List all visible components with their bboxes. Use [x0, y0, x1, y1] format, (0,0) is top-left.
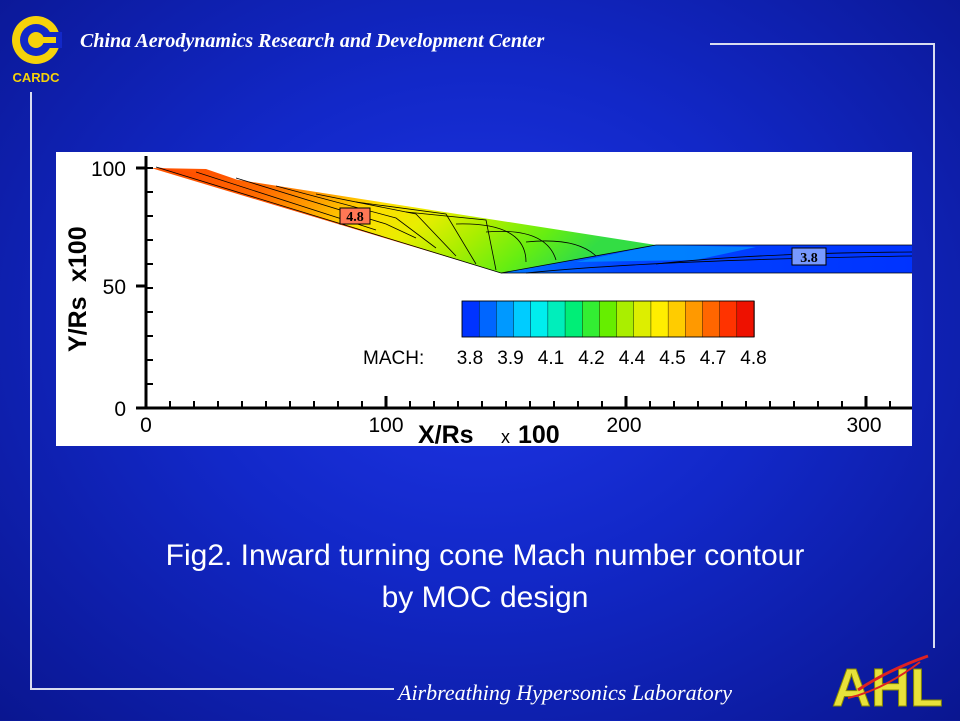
legend-swatch — [547, 300, 566, 338]
x-axis-multiplier-value: 100 — [518, 421, 560, 446]
annotation-high: 4.8 — [339, 207, 371, 225]
legend-value: 3.8 — [457, 348, 483, 369]
y-tick-100: 100 — [91, 158, 126, 181]
legend-values: 3.8 3.9 4.1 4.2 4.4 4.5 4.7 4.8 — [457, 348, 767, 369]
mach-contour-figure: 4.8 3.8 MACH: 3.8 3.9 4.1 4.2 4.4 4.5 4.7 4.8 1… — [56, 152, 912, 446]
legend-swatch — [616, 300, 635, 338]
ahl-logo: AHL — [828, 650, 948, 719]
x-tick-300: 300 — [846, 414, 881, 437]
legend-value: 4.1 — [538, 348, 564, 369]
legend-value: 4.2 — [578, 348, 604, 369]
legend-swatch — [702, 300, 721, 338]
legend-swatch — [478, 300, 498, 338]
legend-swatch — [719, 300, 738, 338]
header-title: China Aerodynamics Research and Developm… — [80, 30, 545, 52]
figure-caption: Fig2. Inward turning cone Mach number co… — [60, 535, 910, 619]
y-axis-title: Y/Rs x100 — [64, 226, 92, 352]
legend-value: 3.9 — [497, 348, 523, 369]
contour-field — [151, 166, 912, 274]
frame-left-line — [30, 92, 32, 688]
frame-right-line — [933, 43, 935, 648]
legend-swatch — [513, 300, 532, 338]
cardc-logo: CARDC — [6, 10, 68, 90]
annotation-low: 3.8 — [791, 247, 827, 266]
frame-top-line — [710, 43, 935, 45]
legend-value: 4.8 — [740, 348, 766, 369]
x-axis-label: X/Rs — [418, 421, 474, 446]
legend-swatch — [736, 300, 755, 338]
ahl-logo-text: AHL — [832, 658, 943, 716]
y-tick-50: 50 — [103, 276, 126, 299]
legend-swatch — [564, 300, 583, 338]
footer-title: Airbreathing Hypersonics Laboratory — [398, 680, 733, 705]
legend-swatch — [667, 300, 686, 338]
legend-title: MACH: — [363, 348, 424, 369]
legend-value: 4.5 — [659, 348, 685, 369]
x-tick-100: 100 — [368, 414, 403, 437]
legend-swatch — [461, 300, 480, 338]
y-axis — [136, 156, 148, 410]
cardc-logo-text: CARDC — [13, 70, 61, 85]
x-tick-0: 0 — [140, 414, 152, 437]
legend-swatch — [599, 300, 618, 338]
legend-bar-outline — [461, 300, 755, 338]
x-axis-multiplier-x: x — [501, 427, 510, 446]
legend-swatch — [633, 300, 652, 338]
x-ticks — [144, 396, 891, 408]
legend-swatch — [496, 300, 515, 338]
y-tick-0: 0 — [114, 398, 126, 421]
annotation-low-label: 3.8 — [800, 251, 818, 266]
legend-swatch — [685, 300, 704, 338]
y-axis-multiplier: x100 — [64, 226, 92, 282]
x-tick-200: 200 — [606, 414, 641, 437]
legend-swatch — [582, 300, 601, 338]
legend-value: 4.4 — [619, 348, 646, 369]
legend-swatch — [530, 300, 549, 338]
caption-line-2: by MOC design — [381, 581, 589, 614]
legend-color-bar — [461, 300, 755, 338]
caption-line-1: Fig2. Inward turning cone Mach number co… — [165, 539, 805, 572]
legend-value: 4.7 — [700, 348, 726, 369]
y-axis-label: Y/Rs — [64, 296, 92, 352]
frame-bottom-line — [30, 688, 394, 690]
annotation-high-label: 4.8 — [346, 210, 364, 225]
legend-swatch — [650, 300, 669, 338]
